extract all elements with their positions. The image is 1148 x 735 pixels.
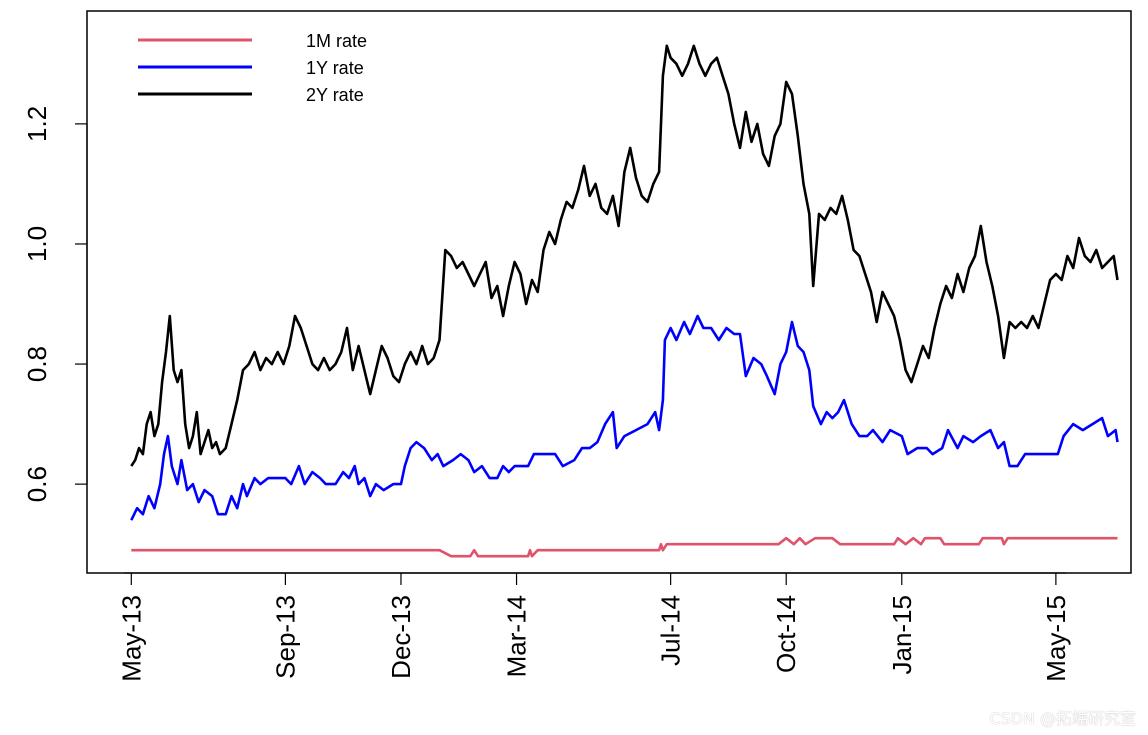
x-tick-label: Jan-15 — [887, 595, 917, 675]
legend: 1M rate 1Y rate 2Y rate — [138, 31, 367, 105]
series-line-2 — [130, 44, 1119, 467]
series-layer — [130, 44, 1119, 558]
x-axis: May-13 Sep-13 Dec-13 Mar-14 Jul-14 Oct-14 Jan-… — [116, 573, 1071, 682]
y-tick-label: 1.2 — [22, 106, 52, 142]
x-tick-label: Oct-14 — [771, 595, 801, 673]
legend-label: 2Y rate — [306, 85, 364, 105]
legend-label: 1Y rate — [306, 58, 364, 78]
x-tick-label: May-15 — [1041, 595, 1071, 682]
watermark-text: CSDN @拓端研究室 — [989, 709, 1136, 728]
y-axis: 0.6 0.8 1.0 1.2 — [22, 106, 88, 502]
x-tick-label: Jul-14 — [656, 595, 686, 666]
x-tick-label: May-13 — [116, 595, 146, 682]
y-tick-label: 1.0 — [22, 226, 52, 262]
series-line-1 — [130, 314, 1119, 521]
x-tick-label: Dec-13 — [386, 595, 416, 679]
legend-label: 1M rate — [306, 31, 367, 51]
x-tick-label: Sep-13 — [270, 595, 300, 679]
x-tick-label: Mar-14 — [502, 595, 532, 677]
y-tick-label: 0.8 — [22, 346, 52, 382]
y-tick-label: 0.6 — [22, 466, 52, 502]
series-line-0 — [131, 536, 1118, 558]
